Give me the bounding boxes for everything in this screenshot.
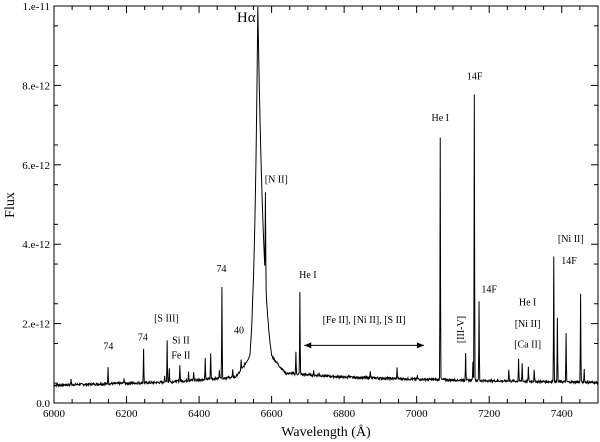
y-tick-label: 8.e-12 <box>22 80 50 92</box>
y-tick-label: 4.e-12 <box>22 239 50 251</box>
x-tick-label: 6000 <box>43 408 66 420</box>
spectrum-line <box>53 7 599 388</box>
line-label: Fe II <box>171 351 190 362</box>
line-label: [III-V] <box>456 316 467 343</box>
arrow-head-left <box>304 342 312 349</box>
line-label: [Ca II] <box>514 339 541 350</box>
line-label: [Ni II] <box>515 319 541 330</box>
x-tick-label: 7200 <box>478 408 501 420</box>
line-label: [N II] <box>265 175 288 186</box>
y-tick-label: 6.e-12 <box>22 160 50 172</box>
line-label: He I <box>519 298 537 309</box>
line-label: 40 <box>234 326 244 337</box>
y-axis-title: Flux <box>3 192 18 218</box>
line-label: He I <box>431 113 449 124</box>
axis-ticks <box>53 5 599 404</box>
y-tick-label: 2.e-12 <box>22 319 50 331</box>
line-label: 14F <box>481 285 497 296</box>
arrow-head-right <box>416 342 424 349</box>
line-label: He I <box>299 270 317 281</box>
line-label: 14F <box>561 256 577 267</box>
x-tick-label: 6200 <box>116 408 139 420</box>
line-label: 74 <box>103 341 113 352</box>
x-tick-label: 6600 <box>261 408 284 420</box>
line-label: Hα <box>237 10 256 26</box>
axis-tick-labels: 6000 6200 6400 6600 6800 7000 7200 7400 0.0 2.e-1… <box>22 1 573 420</box>
y-tick-label: 1.e-11 <box>23 1 50 13</box>
x-axis-title: Wavelength (Å) <box>281 424 371 440</box>
x-tick-label: 7400 <box>551 408 574 420</box>
line-annotations: Hα 74 74 [S III] Si II Fe II 74 40 [N II] He I [Fe… <box>103 10 583 362</box>
range-arrow <box>304 342 424 349</box>
x-tick-label: 6800 <box>333 408 356 420</box>
line-label: [Fe II], [Ni II], [S II] <box>323 315 406 326</box>
line-label: Si II <box>172 335 190 346</box>
y-tick-label: 0.0 <box>36 398 50 410</box>
line-label: [Ni II] <box>558 234 584 245</box>
line-label: [S III] <box>154 314 179 325</box>
line-label: 14F <box>467 71 483 82</box>
line-label: 74 <box>138 332 148 343</box>
x-tick-label: 6400 <box>188 408 211 420</box>
line-label: 74 <box>217 264 227 275</box>
x-tick-label: 7000 <box>406 408 429 420</box>
